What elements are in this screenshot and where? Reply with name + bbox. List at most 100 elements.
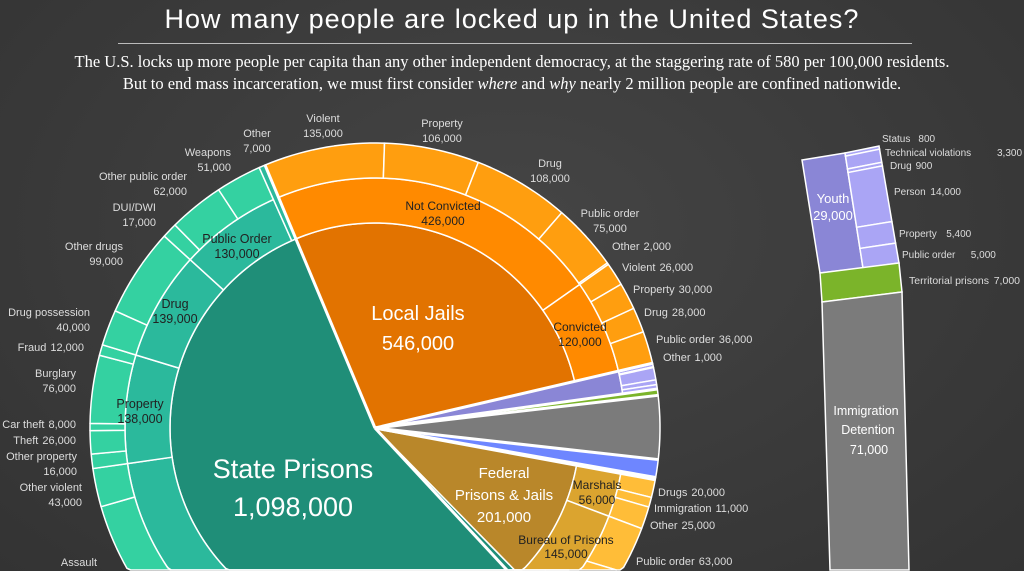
burglary-label: Burglary 76,000 bbox=[35, 368, 76, 395]
side-territorial-value: 7,000 bbox=[994, 275, 1020, 287]
side-youth-person bbox=[847, 165, 893, 229]
violent-label-value: 135,000 bbox=[303, 128, 343, 140]
car-theft-label-value: 8,000 bbox=[48, 419, 76, 431]
immigration-label-word: Immigration bbox=[833, 404, 898, 418]
fraud-label-value: 12,000 bbox=[50, 342, 84, 354]
side-territorial-label: Territorial prisons bbox=[909, 275, 989, 287]
property-label-text: Property bbox=[633, 284, 675, 296]
other-drugs-label: Other drugs 99,000 bbox=[65, 241, 124, 268]
violent-label-text: Violent bbox=[306, 113, 339, 125]
federal-label-value: 201,000 bbox=[477, 509, 531, 526]
weapons-label-value: 51,000 bbox=[197, 162, 231, 174]
weapons-label: Weapons 51,000 bbox=[185, 147, 232, 174]
local-jails-label-value: 546,000 bbox=[382, 333, 454, 355]
immigration-label-text: Immigration bbox=[654, 503, 711, 515]
side-youth-public-order-label: Public order bbox=[902, 250, 956, 261]
drug-label: Drug 139,000 bbox=[152, 297, 197, 326]
property-label-value: 138,000 bbox=[117, 412, 162, 426]
group-divider bbox=[374, 426, 656, 482]
other-violent-label-value: 43,000 bbox=[48, 497, 82, 509]
other-label-text: Other bbox=[243, 128, 271, 140]
public-order-label-value: 75,000 bbox=[593, 223, 627, 235]
federal-label: Federal Prisons & Jails 201,000 bbox=[455, 465, 553, 526]
car-theft-label-text: Car theft bbox=[2, 419, 44, 431]
side-youth-person-label: Person bbox=[894, 187, 926, 198]
local-jails-label: Local Jails 546,000 bbox=[371, 303, 464, 355]
bureau-of-prisons-label: Bureau of Prisons 145,000 bbox=[518, 533, 613, 561]
group-divider bbox=[374, 426, 659, 462]
side-youth-person-value: 14,000 bbox=[930, 187, 961, 198]
other-label-value: 7,000 bbox=[243, 143, 271, 155]
subtitle-emphasis-why: why bbox=[549, 74, 576, 93]
group-divider bbox=[374, 393, 659, 430]
side-youth-value: 29,000 bbox=[813, 208, 853, 223]
group-divider bbox=[373, 426, 509, 571]
side-youth-drug-label: Drug bbox=[890, 161, 912, 172]
other-public-order-label-value: 62,000 bbox=[153, 186, 187, 198]
state-prisons-label-value: 1,098,000 bbox=[233, 492, 353, 522]
drug-label: Drug 108,000 bbox=[530, 158, 570, 185]
other-violent-label-text: Other violent bbox=[20, 482, 82, 494]
burglary-label-value: 76,000 bbox=[42, 383, 76, 395]
fraud-label-text: Fraud bbox=[18, 342, 47, 354]
federal-label-text: Federal bbox=[479, 465, 530, 482]
car-theft-label: Car theft 8,000 bbox=[2, 419, 76, 431]
state-prisons-label-text: State Prisons bbox=[213, 454, 374, 484]
property-label-text: Property bbox=[421, 118, 463, 130]
other-label-text: Other bbox=[612, 241, 640, 253]
drugs-label: Drugs 20,000 bbox=[658, 487, 725, 499]
violent-label-text: Violent bbox=[622, 262, 655, 274]
side-youth-technical-violations-value: 3,300 bbox=[997, 148, 1022, 159]
other-label: Other 25,000 bbox=[650, 520, 715, 532]
side-youth-label: Youth bbox=[817, 191, 850, 206]
other-label: Other 2,000 bbox=[612, 241, 671, 253]
bureau-of-prisons-label-text: Bureau of Prisons bbox=[518, 533, 613, 547]
not-convicted-label-text: Not Convicted bbox=[405, 199, 480, 213]
burglary-label-text: Burglary bbox=[35, 368, 76, 380]
theft-label-text: Theft bbox=[13, 435, 38, 447]
convicted-label-text: Convicted bbox=[553, 320, 606, 334]
subtitle-text: and bbox=[517, 74, 550, 93]
public-order-label: Public order 63,000 bbox=[636, 556, 732, 568]
immigration-label: Immigration 11,000 bbox=[654, 503, 748, 515]
public-order-label-text: Public order bbox=[636, 556, 695, 568]
subtitle-line-2: But to end mass incarceration, we must f… bbox=[0, 74, 1024, 94]
weapons-label-text: Weapons bbox=[185, 147, 232, 159]
other-public-order-label-text: Other public order bbox=[99, 171, 187, 183]
marshals-label-value: 56,000 bbox=[579, 493, 616, 507]
other-property-label-text: Other property bbox=[6, 451, 77, 463]
other-label: Other 1,000 bbox=[663, 352, 722, 364]
other-drugs-label-value: 99,000 bbox=[89, 256, 123, 268]
public-order-label-value: 63,000 bbox=[699, 556, 733, 568]
property-label: Property 138,000 bbox=[116, 397, 164, 426]
assault-label: Assault bbox=[61, 557, 97, 569]
state-prisons-label: State Prisons 1,098,000 bbox=[213, 454, 374, 522]
not-convicted-label-value: 426,000 bbox=[421, 214, 465, 228]
property-label: Property 30,000 bbox=[633, 284, 712, 296]
other-public-order-label: Other public order 62,000 bbox=[99, 171, 187, 198]
immigration-label-word: Detention bbox=[841, 423, 895, 437]
drug-label-value: 28,000 bbox=[672, 307, 706, 319]
side-immigration-value: 71,000 bbox=[850, 443, 888, 457]
bureau-of-prisons-label-value: 145,000 bbox=[544, 547, 588, 561]
drug-possession-label-text: Drug possession bbox=[8, 307, 90, 319]
property-label-value: 106,000 bbox=[422, 133, 462, 145]
violent-label-value: 26,000 bbox=[659, 262, 693, 274]
drug-label-value: 139,000 bbox=[152, 312, 197, 326]
drug-possession-label: Drug possession 40,000 bbox=[8, 307, 90, 334]
group-divider bbox=[263, 164, 377, 429]
other-drugs-label-text: Other drugs bbox=[65, 241, 124, 253]
federal-label-text-2: Prisons & Jails bbox=[455, 487, 553, 504]
subtitle-emphasis-where: where bbox=[477, 74, 518, 93]
drug-possession-label-value: 40,000 bbox=[56, 322, 90, 334]
subtitle-text: nearly 2 million people are confined nat… bbox=[575, 74, 902, 93]
side-youth-status-label: Status bbox=[882, 134, 910, 145]
theft-label: Theft 26,000 bbox=[13, 435, 76, 447]
theft-label-value: 26,000 bbox=[42, 435, 76, 447]
drug-label-text: Drug bbox=[538, 158, 562, 170]
marshals-label: Marshals 56,000 bbox=[573, 478, 622, 507]
other-label-text: Other bbox=[663, 352, 691, 364]
other-property-label: Other property 16,000 bbox=[6, 451, 77, 478]
side-youth-technical-violations-label: Technical violations bbox=[885, 148, 971, 159]
